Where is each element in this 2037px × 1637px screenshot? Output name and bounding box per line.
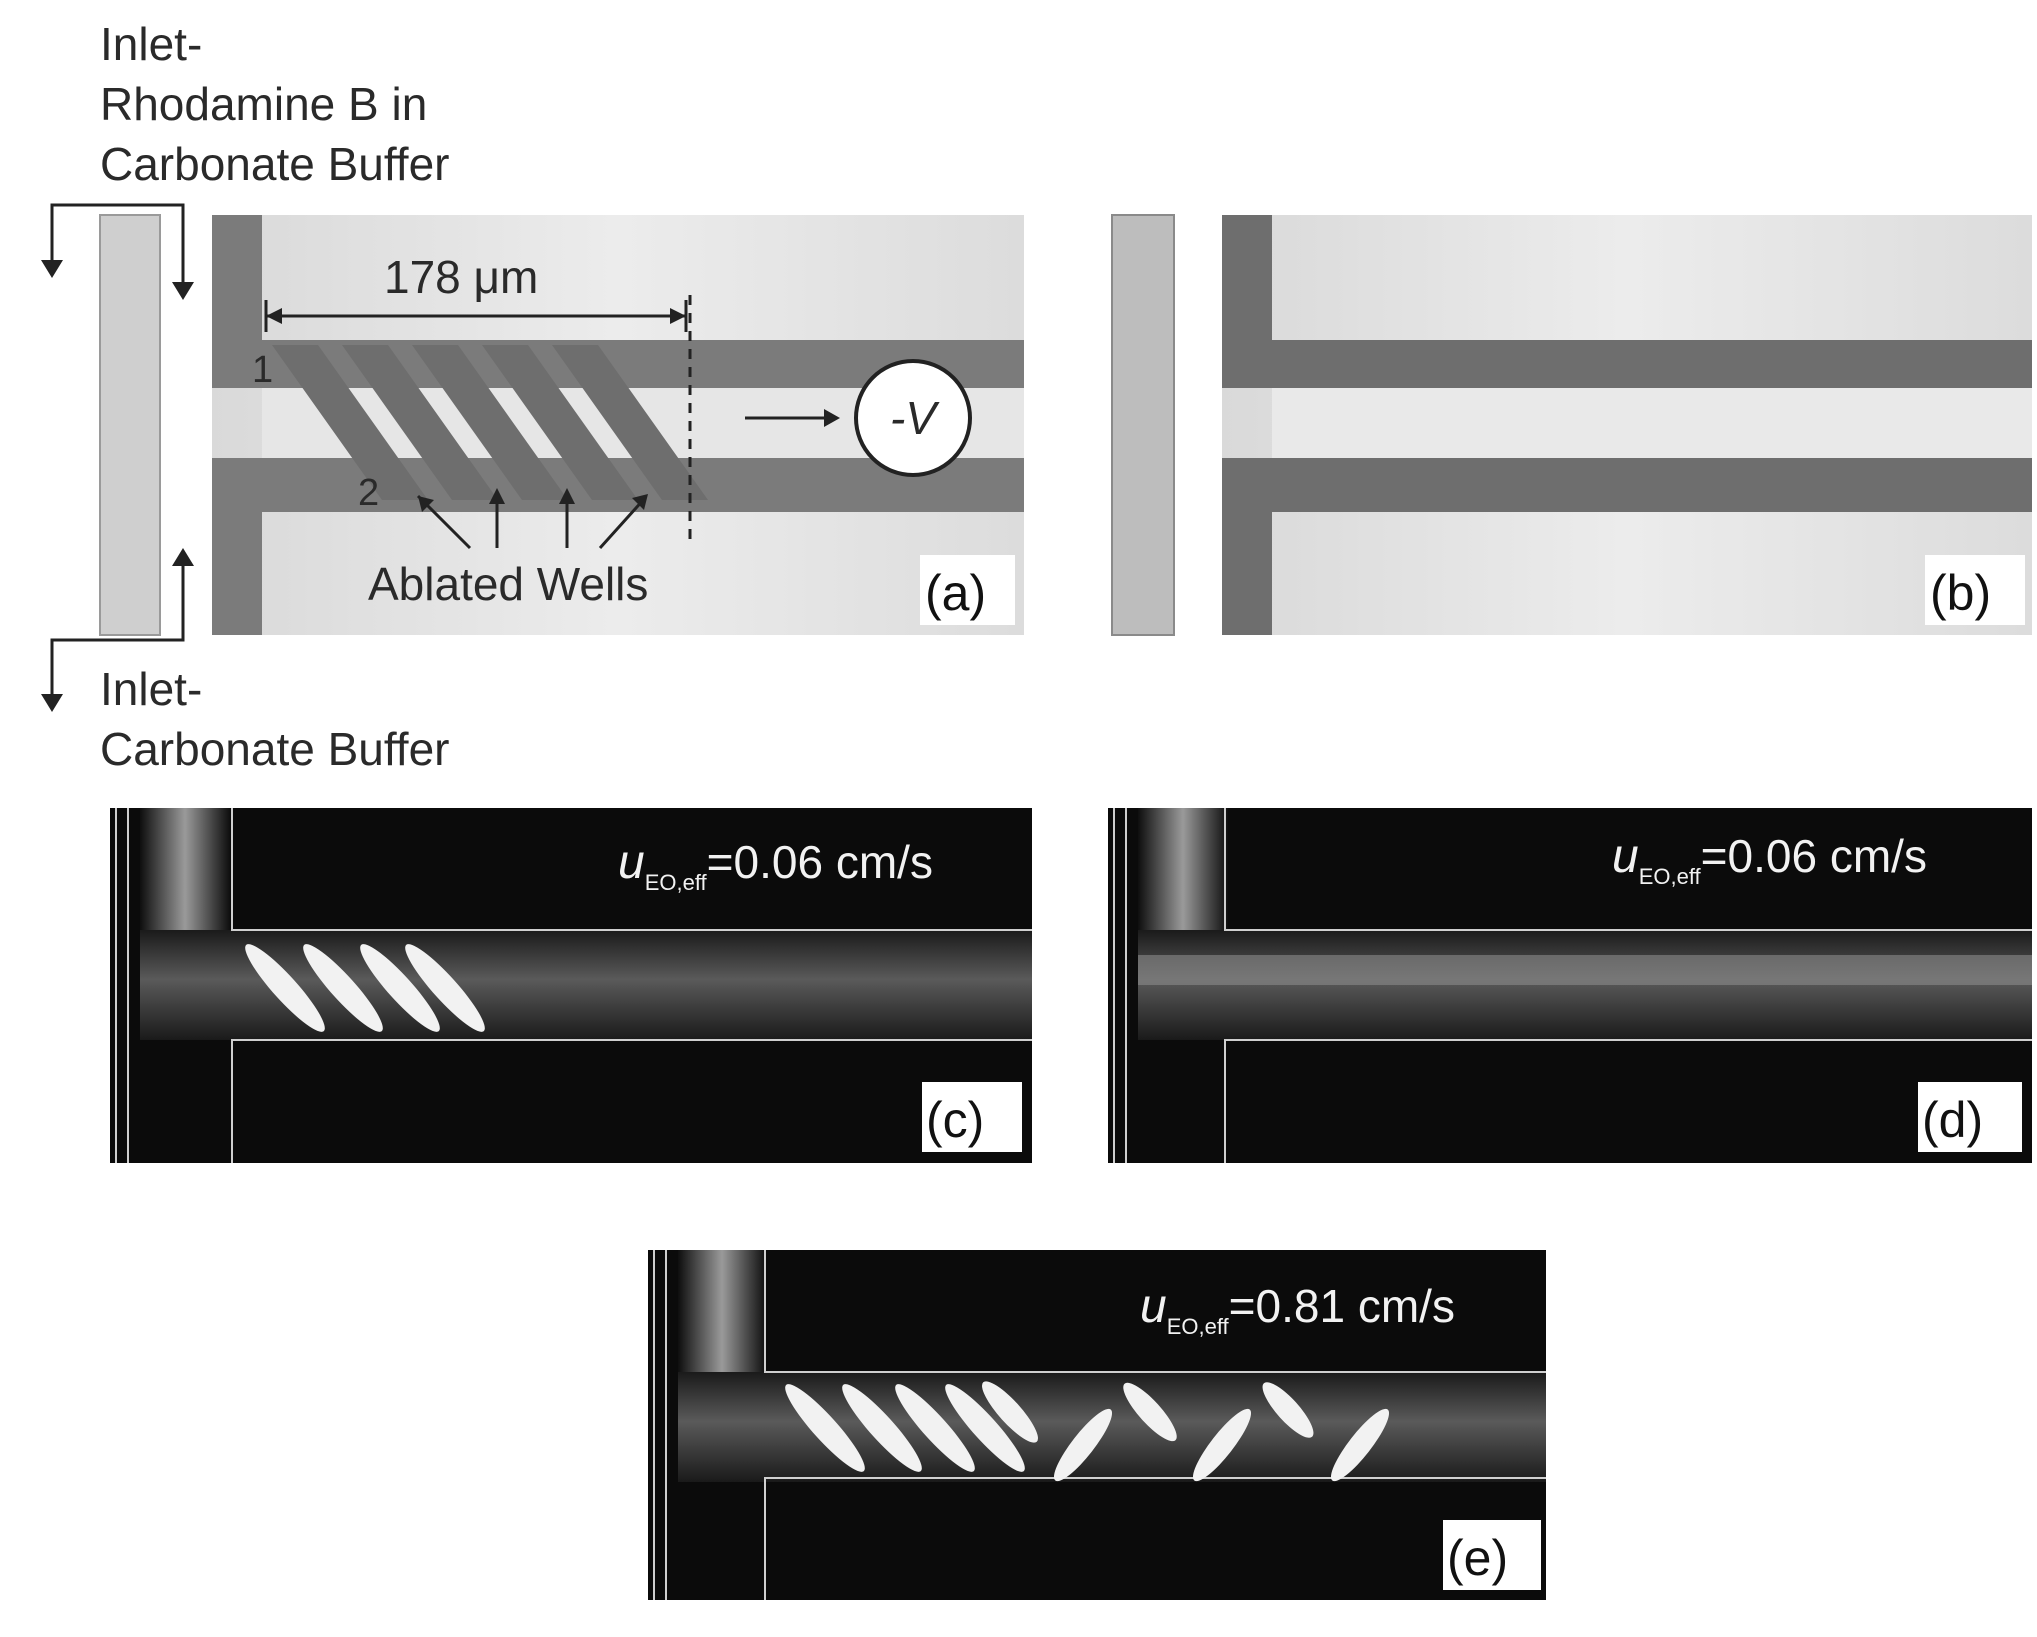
inlet-top-label: Inlet-: [100, 18, 202, 70]
panel-c: uEO,eff=0.06 cm/s (c): [110, 808, 1032, 1163]
dye-streak: [1053, 1408, 1113, 1482]
panel-label-b: (b): [1930, 565, 1991, 621]
inlet-bottom-label: Carbonate Buffer: [100, 723, 450, 775]
arrow-down-icon: [41, 694, 63, 712]
lower-channel-a: [212, 458, 1024, 635]
inlet-annotations: Inlet- Rhodamine B in Carbonate Buffer I…: [41, 18, 450, 775]
ablated-well: [412, 345, 568, 500]
panel-b: (b): [1111, 214, 2032, 636]
arrow-down-icon: [41, 260, 63, 278]
dye-streak: [405, 944, 485, 1032]
velocity-label-c: uEO,eff=0.06 cm/s: [618, 836, 933, 895]
flow-path-top: [50, 203, 185, 288]
velocity-label-e: uEO,eff=0.81 cm/s: [1140, 1280, 1455, 1339]
ablated-well: [272, 345, 428, 500]
panel-label-d: (d): [1922, 1092, 1983, 1148]
well-number-1: 1: [252, 349, 273, 391]
upper-channel-a: [212, 215, 1024, 388]
inlet-top-label: Rhodamine B in: [100, 78, 427, 130]
voltage-label: -V: [890, 392, 940, 444]
dye-streak: [1262, 1382, 1314, 1438]
dye-streak: [245, 944, 325, 1032]
dye-streak: [945, 1384, 1025, 1472]
inlet-channel-a: [99, 214, 161, 636]
inlet-top-label: Carbonate Buffer: [100, 138, 450, 190]
panel-d: uEO,eff=0.06 cm/s (d): [1108, 808, 2032, 1163]
dye-streak: [785, 1384, 865, 1472]
ablated-well: [342, 345, 498, 500]
dye-streak: [360, 944, 440, 1032]
dye-streaks-e: [785, 1381, 1390, 1482]
flow-path-bottom: [50, 560, 185, 695]
dye-streak: [1123, 1382, 1177, 1442]
dye-streak: [895, 1384, 975, 1472]
ablated-wells-label: Ablated Wells: [368, 558, 648, 610]
arrow-up-icon: [172, 548, 194, 566]
lower-channel-b: [1222, 458, 2032, 635]
dye-streak: [842, 1384, 922, 1472]
dye-streaks-c: [245, 944, 485, 1032]
dye-streak: [1192, 1408, 1252, 1482]
panel-e: uEO,eff=0.81 cm/s (e): [648, 1250, 1546, 1600]
well-number-2: 2: [358, 472, 379, 514]
panel-label-a: (a): [925, 565, 986, 621]
panel-a: 178 μm -V 1 2 Ablated Wells (a): [99, 214, 1024, 636]
voltage-electrode: [854, 359, 972, 477]
ablated-well: [552, 345, 708, 500]
upper-channel-b: [1222, 215, 2032, 388]
inlet-channel-b: [1111, 214, 1175, 636]
ablated-wells-a: [272, 345, 708, 500]
dye-streak: [303, 944, 383, 1032]
arrow-down-icon: [172, 282, 194, 300]
dimension-label: 178 μm: [384, 251, 538, 303]
ablated-well: [482, 345, 638, 500]
panel-label-c: (c): [926, 1092, 984, 1148]
dye-streak: [1330, 1408, 1390, 1482]
dye-streak: [982, 1381, 1038, 1443]
velocity-label-d: uEO,eff=0.06 cm/s: [1612, 830, 1927, 889]
panel-label-e: (e): [1447, 1530, 1508, 1586]
inlet-bottom-label: Inlet-: [100, 663, 202, 715]
